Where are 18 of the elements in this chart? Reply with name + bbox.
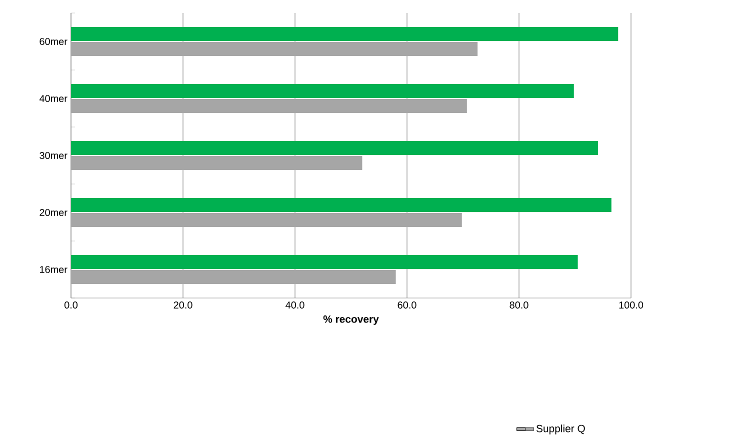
x-tick-label: 80.0	[510, 302, 528, 309]
x-tick-label: 40.0	[286, 302, 304, 309]
x-tick-label: 60.0	[398, 302, 416, 309]
bar	[71, 84, 574, 98]
x-tick-label: 20.0	[174, 302, 192, 309]
x-tick-label: 100.0	[619, 302, 644, 309]
bar	[71, 27, 618, 41]
x-tick-label: 0.0	[64, 302, 78, 309]
bar	[71, 198, 612, 212]
bar	[71, 141, 598, 155]
y-tick-label: 20mer	[40, 208, 68, 216]
bar	[71, 255, 578, 269]
x-axis-title: % recovery	[323, 315, 379, 325]
y-tick-label: 30mer	[40, 152, 68, 160]
y-tick-label: 60mer	[40, 38, 68, 46]
legend-label: Supplier Q	[536, 424, 585, 434]
y-tick-label: 40mer	[39, 94, 68, 102]
y-tick-label: 16mer	[40, 266, 68, 274]
